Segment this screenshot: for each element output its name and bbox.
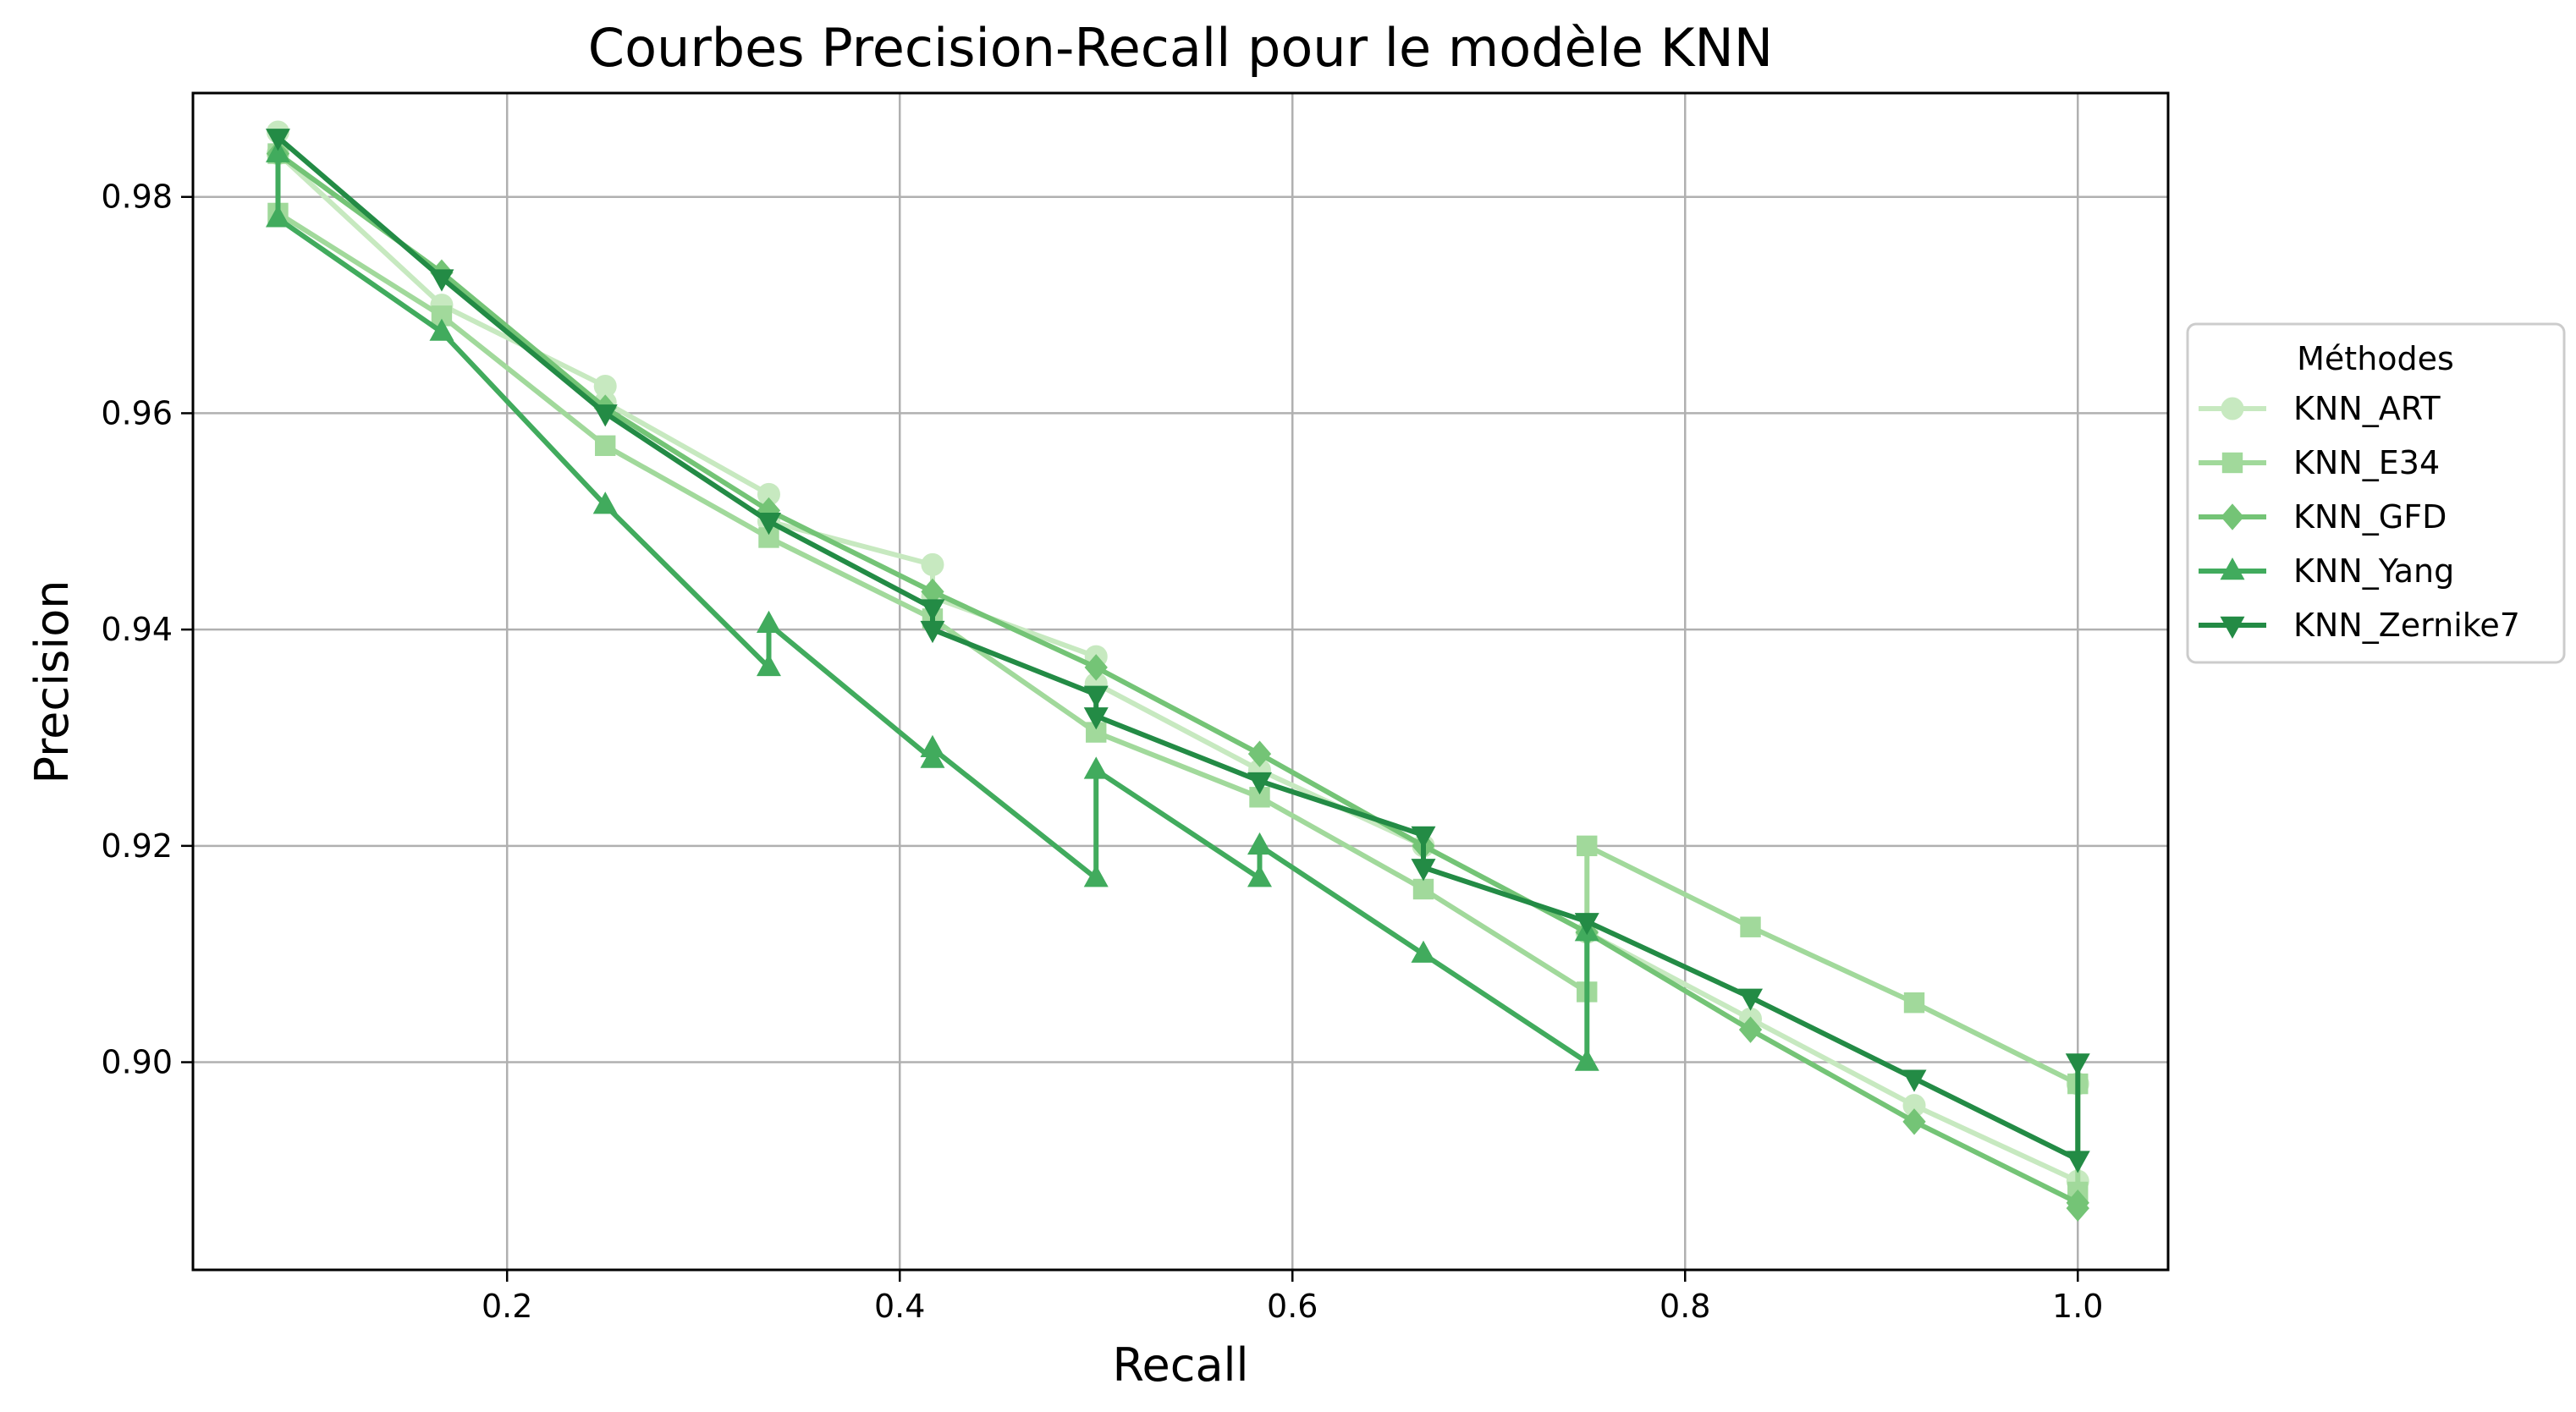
data-point	[756, 513, 781, 536]
data-point	[1083, 707, 1109, 730]
data-point	[1577, 835, 1598, 857]
legend-title: Méthodes	[2297, 340, 2454, 377]
legend: Méthodes KNN_ARTKNN_E34KNN_GFDKNN_YangKN…	[2186, 322, 2566, 664]
y-axis-ticks: 0.90 0.92 0.94 0.96 0.98	[101, 179, 193, 1081]
legend-label: KNN_Zernike7	[2293, 607, 2520, 644]
data-point	[1902, 1108, 1926, 1135]
data-point	[2221, 452, 2243, 474]
data-point	[2220, 558, 2245, 580]
data-point	[920, 599, 945, 622]
data-point	[265, 140, 290, 162]
y-tick-label: 0.90	[101, 1044, 173, 1081]
data-point	[1411, 859, 1436, 882]
legend-entry: KNN_Yang	[2199, 552, 2454, 590]
data-point	[1738, 988, 1764, 1011]
data-point	[1247, 865, 1272, 887]
legend-entry: KNN_ART	[2199, 390, 2441, 427]
data-point	[1084, 654, 1108, 681]
data-point	[756, 653, 781, 677]
data-point	[265, 129, 290, 151]
plot-frame	[191, 91, 2170, 1272]
data-point	[2221, 503, 2244, 530]
x-axis-label: Recall	[1112, 1338, 1248, 1392]
data-point	[429, 269, 454, 292]
data-point	[921, 552, 944, 576]
data-point	[756, 610, 781, 633]
x-tick-label: 0.4	[874, 1288, 925, 1325]
y-axis-label: Precision	[25, 580, 79, 784]
data-point	[2221, 397, 2244, 420]
x-tick-label: 0.6	[1267, 1288, 1318, 1325]
data-point	[2065, 1053, 2090, 1076]
data-point	[1083, 756, 1109, 779]
data-point	[429, 318, 454, 341]
data-point	[595, 435, 616, 456]
data-point	[1902, 1069, 1927, 1092]
legend-label: KNN_Yang	[2293, 552, 2454, 590]
y-tick-label: 0.94	[101, 611, 173, 648]
data-point	[1740, 916, 1761, 937]
x-tick-label: 1.0	[2052, 1288, 2103, 1325]
legend-label: KNN_GFD	[2293, 498, 2447, 536]
data-point	[2220, 616, 2245, 639]
x-axis-ticks: 0.2 0.4 0.6 0.8 1.0	[482, 1270, 2103, 1325]
data-point	[1083, 685, 1109, 708]
data-point	[1411, 940, 1436, 963]
data-point	[1411, 826, 1436, 849]
series-knn-zernike7	[265, 129, 2090, 1173]
data-point	[592, 404, 618, 427]
legend-entry: KNN_Zernike7	[2199, 607, 2520, 644]
data-point	[1574, 913, 1599, 936]
data-point	[1574, 1048, 1599, 1071]
data-point	[2066, 1195, 2089, 1222]
data-point	[920, 734, 945, 758]
legend-entry: KNN_GFD	[2199, 498, 2447, 536]
legend-entry: KNN_E34	[2199, 444, 2440, 481]
data-point	[1903, 992, 1925, 1014]
data-point	[2065, 1151, 2090, 1173]
series-lines	[265, 120, 2090, 1222]
legend-entries: KNN_ART KNN_E34 KNN_GFD KNN_Yang KNN_Zernike…	[2199, 390, 2520, 644]
series-knn-yang	[265, 140, 1599, 1071]
data-point	[265, 205, 290, 228]
data-point	[1247, 740, 1272, 767]
data-point	[1247, 832, 1272, 855]
series-line	[275, 135, 2081, 1162]
legend-label: KNN_E34	[2293, 444, 2440, 481]
y-tick-label: 0.98	[101, 179, 173, 216]
legend-frame	[2186, 322, 2566, 664]
y-tick-label: 0.96	[101, 394, 173, 431]
chart-title: Courbes Precision-Recall pour le modèle …	[588, 17, 1773, 79]
data-point	[1738, 1016, 1763, 1043]
x-tick-label: 0.2	[482, 1288, 532, 1325]
data-point	[592, 492, 618, 514]
series-knn-e34	[267, 143, 2089, 1203]
legend-label: KNN_ART	[2293, 390, 2441, 427]
x-tick-label: 0.8	[1660, 1288, 1710, 1325]
data-point	[1412, 878, 1434, 900]
y-tick-label: 0.92	[101, 827, 173, 865]
data-point	[920, 620, 945, 644]
data-point	[1247, 772, 1272, 795]
data-point	[1083, 865, 1109, 887]
grid-lines	[193, 93, 2168, 1270]
